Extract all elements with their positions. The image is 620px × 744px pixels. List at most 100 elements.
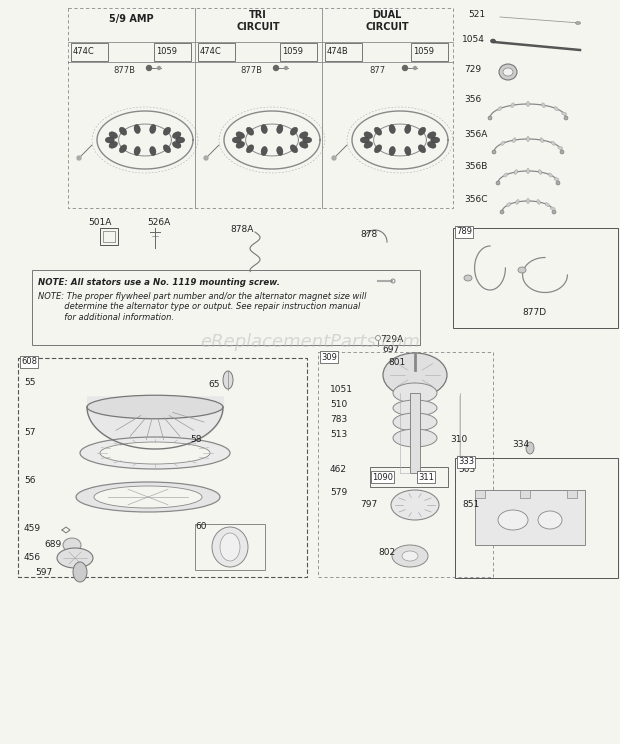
Text: 801: 801 bbox=[388, 358, 405, 367]
Ellipse shape bbox=[564, 116, 568, 120]
Ellipse shape bbox=[100, 442, 210, 464]
Ellipse shape bbox=[393, 400, 437, 416]
Circle shape bbox=[157, 66, 161, 69]
Ellipse shape bbox=[172, 132, 181, 138]
Bar bbox=[18, 358, 307, 577]
Text: 456: 456 bbox=[24, 553, 41, 562]
Text: 462: 462 bbox=[330, 465, 347, 474]
Ellipse shape bbox=[232, 137, 241, 143]
Ellipse shape bbox=[246, 127, 254, 135]
Circle shape bbox=[402, 65, 407, 71]
Text: 56: 56 bbox=[24, 476, 35, 485]
Ellipse shape bbox=[76, 482, 220, 512]
Text: 503: 503 bbox=[458, 465, 476, 474]
Bar bbox=[410, 393, 420, 473]
Circle shape bbox=[204, 156, 208, 160]
Ellipse shape bbox=[57, 548, 93, 568]
Ellipse shape bbox=[418, 145, 425, 153]
Ellipse shape bbox=[431, 137, 440, 143]
Ellipse shape bbox=[299, 132, 308, 138]
Bar bbox=[520, 490, 530, 498]
Ellipse shape bbox=[511, 103, 514, 108]
Ellipse shape bbox=[540, 138, 544, 143]
Text: 526A: 526A bbox=[147, 218, 171, 227]
Text: 597: 597 bbox=[35, 568, 52, 577]
Text: 689: 689 bbox=[44, 540, 61, 549]
Ellipse shape bbox=[418, 127, 425, 135]
Ellipse shape bbox=[175, 137, 185, 143]
Text: 878A: 878A bbox=[230, 225, 254, 234]
Text: 877D: 877D bbox=[522, 308, 546, 317]
Bar bbox=[32, 270, 420, 345]
Ellipse shape bbox=[94, 486, 202, 508]
Text: TRI
CIRCUIT: TRI CIRCUIT bbox=[236, 10, 280, 31]
Ellipse shape bbox=[120, 145, 126, 153]
Ellipse shape bbox=[212, 527, 248, 567]
Bar bbox=[100, 228, 118, 245]
Ellipse shape bbox=[492, 150, 496, 154]
Text: 474B: 474B bbox=[327, 48, 348, 57]
Ellipse shape bbox=[87, 395, 223, 419]
Text: 459: 459 bbox=[24, 524, 41, 533]
Circle shape bbox=[146, 65, 151, 71]
Ellipse shape bbox=[299, 141, 308, 148]
Ellipse shape bbox=[261, 147, 267, 155]
Ellipse shape bbox=[554, 106, 559, 111]
Text: 58: 58 bbox=[190, 435, 202, 444]
Bar bbox=[475, 490, 585, 545]
Bar bbox=[325, 43, 362, 61]
Ellipse shape bbox=[261, 124, 267, 133]
Text: 356: 356 bbox=[464, 95, 481, 104]
Circle shape bbox=[77, 156, 81, 160]
Ellipse shape bbox=[526, 199, 529, 204]
Ellipse shape bbox=[389, 124, 396, 133]
Text: 57: 57 bbox=[24, 428, 35, 437]
Text: 5/9 AMP: 5/9 AMP bbox=[108, 14, 153, 24]
Circle shape bbox=[285, 66, 288, 69]
Circle shape bbox=[332, 156, 336, 160]
Ellipse shape bbox=[537, 199, 540, 205]
Ellipse shape bbox=[545, 202, 549, 207]
Ellipse shape bbox=[538, 511, 562, 529]
Text: NOTE: All stators use a No. 1119 mounting screw.: NOTE: All stators use a No. 1119 mountin… bbox=[38, 278, 280, 287]
Text: 1051: 1051 bbox=[330, 385, 353, 394]
Ellipse shape bbox=[427, 141, 436, 148]
Ellipse shape bbox=[498, 510, 528, 530]
Text: DUAL
CIRCUIT: DUAL CIRCUIT bbox=[365, 10, 409, 31]
Ellipse shape bbox=[80, 437, 230, 469]
Text: 1090: 1090 bbox=[372, 472, 393, 481]
Text: 501A: 501A bbox=[88, 218, 112, 227]
Ellipse shape bbox=[391, 490, 439, 520]
Text: 797: 797 bbox=[360, 500, 377, 509]
Text: 474C: 474C bbox=[200, 48, 222, 57]
Bar bbox=[567, 490, 577, 498]
Text: 311: 311 bbox=[418, 472, 434, 481]
Text: 1054: 1054 bbox=[462, 35, 485, 44]
Ellipse shape bbox=[393, 413, 437, 431]
Ellipse shape bbox=[464, 275, 472, 281]
Ellipse shape bbox=[223, 371, 233, 389]
Text: 877B: 877B bbox=[240, 66, 262, 75]
Ellipse shape bbox=[500, 210, 504, 214]
Ellipse shape bbox=[172, 141, 181, 148]
Circle shape bbox=[273, 65, 278, 71]
Text: 521: 521 bbox=[468, 10, 485, 19]
Bar bbox=[280, 43, 317, 61]
Ellipse shape bbox=[498, 106, 502, 111]
Ellipse shape bbox=[392, 545, 428, 567]
Ellipse shape bbox=[364, 132, 373, 138]
Ellipse shape bbox=[551, 141, 556, 145]
Ellipse shape bbox=[290, 145, 298, 153]
Ellipse shape bbox=[500, 141, 505, 145]
Ellipse shape bbox=[526, 168, 529, 173]
Ellipse shape bbox=[163, 127, 170, 135]
Ellipse shape bbox=[514, 170, 518, 174]
Ellipse shape bbox=[120, 127, 126, 135]
Ellipse shape bbox=[539, 170, 542, 174]
Text: 789: 789 bbox=[456, 228, 472, 237]
Ellipse shape bbox=[551, 207, 555, 211]
Ellipse shape bbox=[526, 101, 529, 106]
Ellipse shape bbox=[556, 181, 560, 185]
Bar bbox=[370, 467, 448, 487]
Ellipse shape bbox=[405, 124, 411, 133]
